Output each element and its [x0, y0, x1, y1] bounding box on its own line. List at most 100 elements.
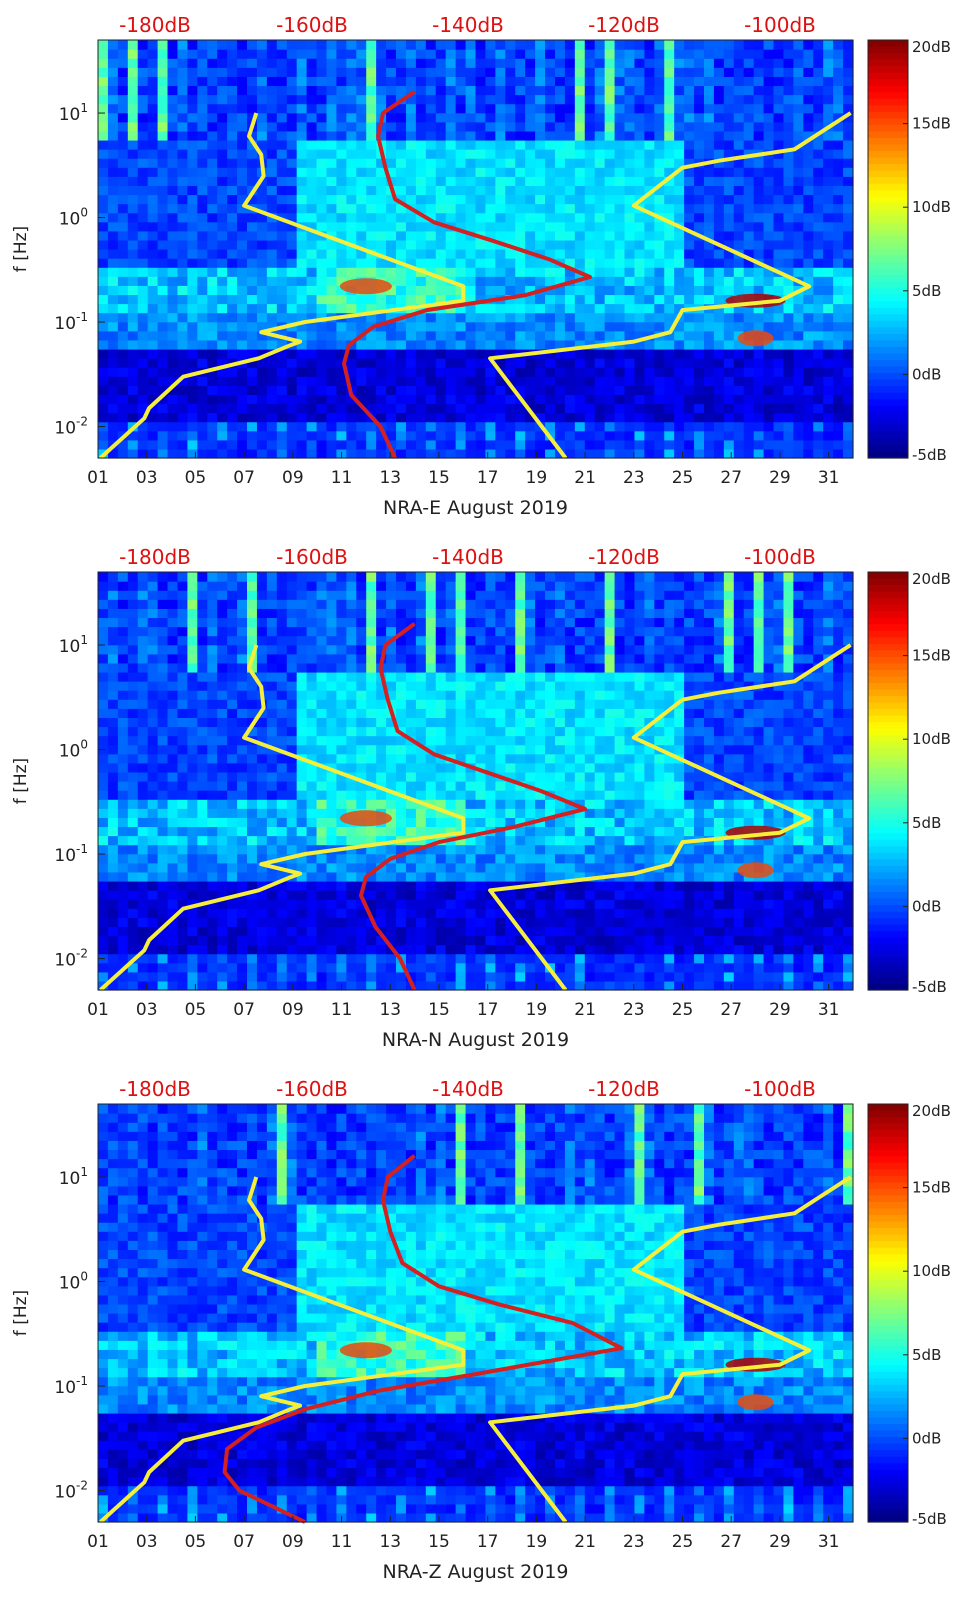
noise-model-low-curve [99, 1176, 466, 1524]
x-tick-label: 23 [623, 468, 645, 488]
x-tick-label: 29 [769, 1000, 791, 1020]
x-tick-label: 07 [233, 1532, 255, 1552]
top-axis-label: -160dB [276, 1077, 348, 1101]
x-tick-label: 01 [87, 1000, 109, 1020]
x-tick-label: 13 [379, 1532, 401, 1552]
colorbar-tick-label: 5dB [912, 814, 941, 832]
x-tick-label: 05 [185, 1000, 207, 1020]
x-tick-label: 03 [136, 468, 158, 488]
panel-1: 01 03 05 07 09 11 13 15 17 19 21 23 25 27 29 31 10-2 10-1… [11, 13, 951, 519]
x-tick-label: 25 [672, 1532, 694, 1552]
colorbar-tick-label: 10dB [912, 730, 951, 748]
x-tick-label: 07 [233, 468, 255, 488]
colorbar-tick-label: -5dB [912, 978, 947, 996]
psd-median-curve [359, 622, 588, 991]
y-tick-label: 10-1 [54, 1374, 88, 1398]
y-tick-label: 10-2 [54, 415, 88, 439]
x-tick-label: 01 [87, 468, 109, 488]
top-axis-label: -120dB [588, 1077, 660, 1101]
noise-model-high-curve [488, 111, 852, 460]
x-tick-label: 27 [720, 468, 742, 488]
colorbar-tick-label: -5dB [912, 1510, 947, 1528]
y-tick-label: 101 [59, 101, 88, 125]
y-tick-label: 10-1 [54, 842, 88, 866]
colorbar-tick-label: 20dB [912, 38, 951, 56]
colorbar-tick-label: 15dB [912, 115, 951, 133]
x-tick-label: 17 [477, 468, 499, 488]
x-tick-label: 17 [477, 1000, 499, 1020]
x-tick-label: 09 [282, 1000, 304, 1020]
energy-hotspot [737, 1394, 774, 1411]
spectrogram-image [98, 40, 854, 459]
x-tick-label: 07 [233, 1000, 255, 1020]
axes-frame [97, 571, 854, 991]
panel-3: 01 03 05 07 09 11 13 15 17 19 21 23 25 27 29 31 10-2 10-1… [11, 1077, 951, 1583]
y-axis-label: f [Hz] [11, 226, 31, 272]
x-tick-label: 23 [623, 1532, 645, 1552]
colorbar: 20dB 15dB 10dB 5dB 0dB -5dB [867, 570, 951, 996]
x-tick-label: 15 [428, 1000, 450, 1020]
colorbar-tick-label: 0dB [912, 897, 941, 915]
noise-model-high-curve [488, 1175, 852, 1524]
x-tick-label: 27 [720, 1000, 742, 1020]
x-tick-label: 03 [136, 1532, 158, 1552]
y-tick-label: 10-1 [54, 310, 88, 334]
x-tick-label: 29 [769, 1532, 791, 1552]
x-tick-label: 23 [623, 1000, 645, 1020]
x-tick-label: 09 [282, 468, 304, 488]
x-tick-label: 31 [818, 1000, 840, 1020]
y-axis-label: f [Hz] [11, 1290, 31, 1336]
x-axis-label: NRA-Z August 2019 [382, 1561, 568, 1583]
energy-hotspot [339, 1342, 392, 1359]
colorbar-tick-label: -5dB [912, 446, 947, 464]
colorbar: 20dB 15dB 10dB 5dB 0dB -5dB [867, 1102, 951, 1528]
y-tick-label: 100 [59, 206, 88, 230]
y-tick-label: 101 [59, 633, 88, 657]
x-tick-label: 25 [672, 1000, 694, 1020]
x-tick-label: 11 [331, 1000, 353, 1020]
top-axis-label: -180dB [119, 1077, 191, 1101]
y-axis-label: f [Hz] [11, 758, 31, 804]
x-tick-label: 13 [379, 468, 401, 488]
colorbar-tick-label: 0dB [912, 365, 941, 383]
x-tick-label: 05 [185, 1532, 207, 1552]
spectrogram-image [98, 1104, 854, 1523]
top-axis-label: -180dB [119, 545, 191, 569]
colorbar: 20dB 15dB 10dB 5dB 0dB -5dB [867, 38, 951, 464]
x-tick-label: 11 [331, 1532, 353, 1552]
x-tick-label: 19 [526, 468, 548, 488]
top-axis-label: -100dB [744, 545, 816, 569]
top-axis-label: -160dB [276, 545, 348, 569]
x-tick-label: 11 [331, 468, 353, 488]
psd-median-curve [342, 90, 592, 459]
top-axis-label: -140dB [432, 13, 504, 37]
colorbar-tick-label: 0dB [912, 1429, 941, 1447]
x-tick-label: 03 [136, 1000, 158, 1020]
y-tick-label: 10-2 [54, 1479, 88, 1503]
x-tick-label: 29 [769, 468, 791, 488]
x-tick-label: 25 [672, 468, 694, 488]
y-tick-label: 100 [59, 1270, 88, 1294]
colorbar-tick-label: 15dB [912, 1179, 951, 1197]
top-axis-label: -160dB [276, 13, 348, 37]
top-axis-label: -120dB [588, 13, 660, 37]
x-tick-label: 09 [282, 1532, 304, 1552]
energy-hotspot [737, 330, 774, 347]
top-axis-label: -120dB [588, 545, 660, 569]
x-axis-label: NRA-E August 2019 [383, 497, 568, 519]
top-axis-label: -140dB [432, 545, 504, 569]
x-tick-label: 13 [379, 1000, 401, 1020]
x-tick-label: 21 [574, 468, 596, 488]
top-axis-label: -100dB [744, 1077, 816, 1101]
colorbar-tick-label: 20dB [912, 570, 951, 588]
x-tick-label: 27 [720, 1532, 742, 1552]
colorbar-tick-label: 20dB [912, 1102, 951, 1120]
x-axis-label: NRA-N August 2019 [382, 1029, 569, 1051]
x-tick-label: 17 [477, 1532, 499, 1552]
x-tick-label: 21 [574, 1532, 596, 1552]
colorbar-tick-label: 15dB [912, 647, 951, 665]
y-tick-label: 100 [59, 738, 88, 762]
energy-hotspot [339, 810, 392, 827]
